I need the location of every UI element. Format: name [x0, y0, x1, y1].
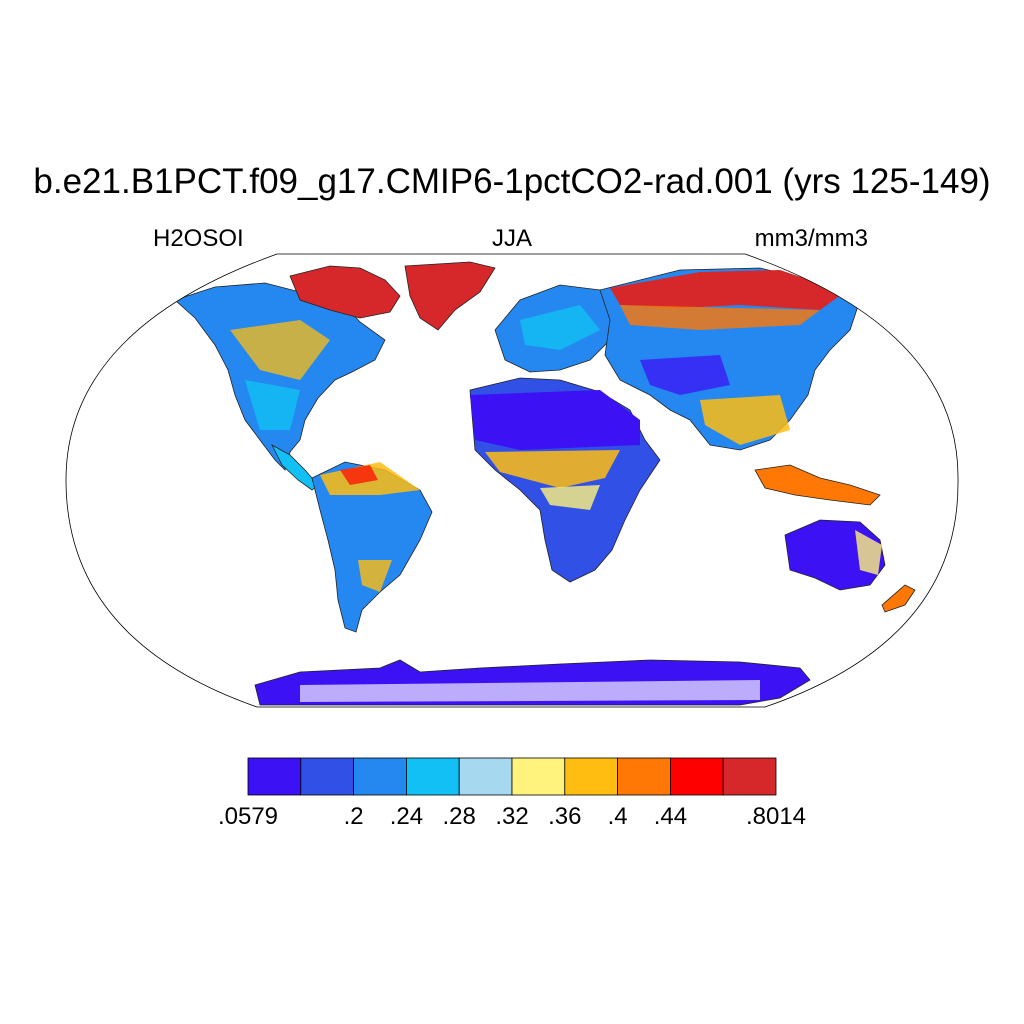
- colorbar-swatch: [300, 757, 354, 796]
- map-border: [65, 253, 959, 708]
- colorbar-swatch: [617, 757, 671, 796]
- colorbar-tick-label: .8014: [745, 803, 807, 830]
- colorbar-tick-label: .24: [389, 803, 424, 830]
- se-asia: [754, 464, 881, 506]
- colorbar-swatch: [722, 757, 777, 796]
- season-label: JJA: [491, 225, 532, 252]
- colorbar-tick-label: .32: [495, 803, 529, 830]
- colorbar-tick-label: .36: [548, 803, 582, 830]
- new-zealand: [881, 584, 916, 613]
- colorbar-swatch: [405, 757, 460, 796]
- colorbar-swatch: [564, 757, 618, 796]
- land-surface: [174, 261, 916, 706]
- colorbar-swatch: [511, 757, 566, 796]
- variable-label: H2OSOI: [153, 225, 244, 252]
- colorbar-swatch: [458, 757, 513, 796]
- siberia: [610, 270, 845, 310]
- canadian-arctic: [289, 265, 401, 319]
- colorbar-tick-label: .4: [607, 803, 628, 830]
- colorbar-swatch: [247, 757, 302, 796]
- colorbar-swatch: [670, 757, 724, 796]
- sahara: [470, 390, 640, 450]
- colorbar-swatch: [353, 757, 407, 796]
- colorbar-tick-label: .2: [343, 803, 364, 830]
- colorbar-tick-label: .0579: [217, 803, 279, 830]
- colorbar-tick-label: .28: [442, 803, 476, 830]
- map-title: b.e21.B1PCT.f09_g17.CMIP6-1pctCO2-rad.00…: [33, 162, 991, 201]
- central-america: [271, 444, 319, 491]
- greenland: [404, 261, 496, 331]
- units-label: mm3/mm3: [754, 225, 868, 252]
- colorbar: [247, 757, 777, 796]
- colorbar-tick-label: .44: [653, 803, 688, 830]
